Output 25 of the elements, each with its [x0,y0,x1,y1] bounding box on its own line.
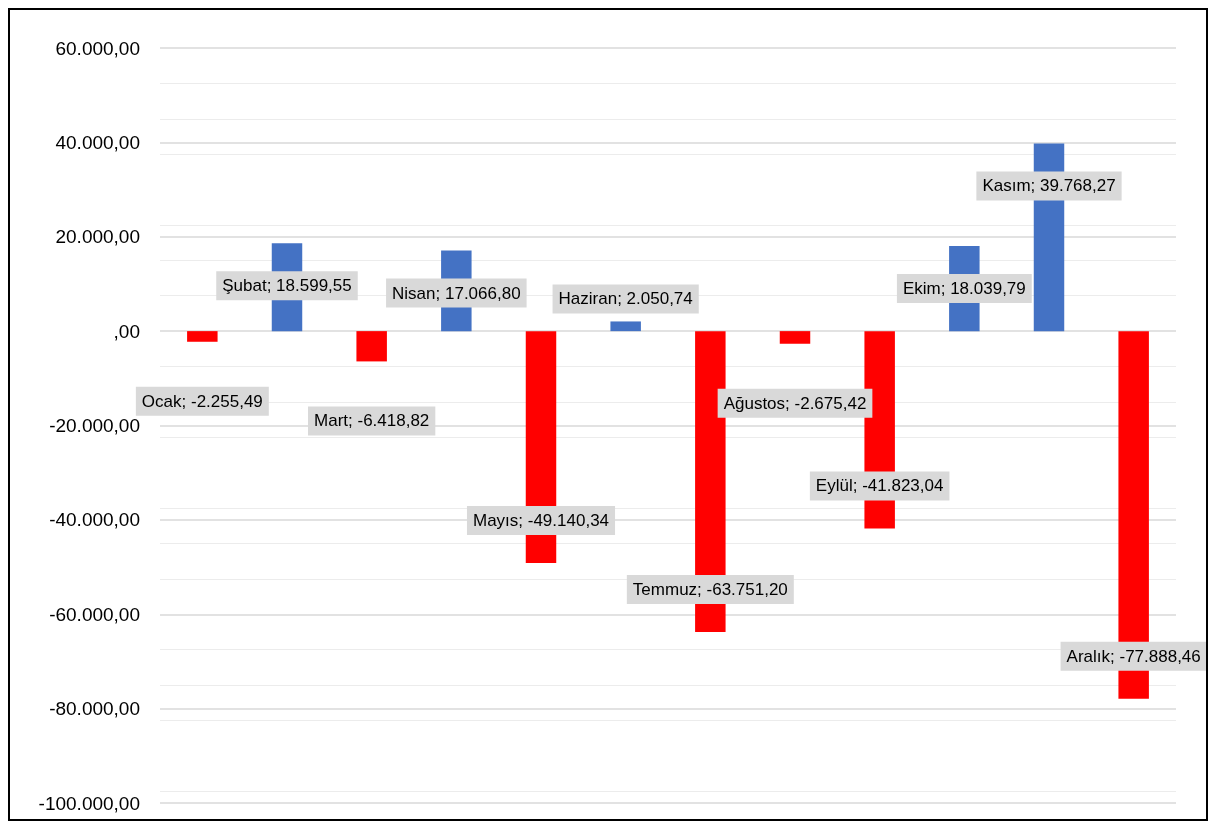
data-label: Haziran; 2.050,74 [558,289,693,309]
data-label: Mart; -6.418,82 [314,411,430,431]
y-tick-label: -60.000,00 [49,603,140,625]
data-label: Ocak; -2.255,49 [141,391,263,411]
data-label: Mayıs; -49.140,34 [472,511,610,531]
y-tick-label: 40.000,00 [55,131,140,153]
data-label: Ekim; 18.039,79 [902,279,1026,298]
y-tick-label: -100.000,00 [38,792,140,814]
data-label: Ağustos; -2.675,42 [723,393,867,413]
y-tick-label: -20.000,00 [49,415,140,436]
bar [356,331,387,362]
bar [610,321,641,332]
data-label: Aralık; -77.888,46 [1066,646,1201,666]
y-tick-label: ,00 [113,320,140,342]
data-label: Kasım; 39.768,27 [982,176,1116,196]
bar [187,331,218,342]
data-label: Şubat; 18.599,55 [222,276,352,296]
data-label: Temmuz; -63.751,20 [632,579,788,599]
data-label: Eylül; -41.823,04 [815,476,944,496]
y-tick-label: -40.000,00 [49,509,140,531]
y-tick-label: 20.000,00 [55,226,140,248]
y-tick-label: -80.000,00 [49,698,140,720]
y-tick-label: 60.000,00 [55,37,140,59]
bar [779,331,811,344]
data-label: Nisan; 17.066,80 [392,283,521,303]
